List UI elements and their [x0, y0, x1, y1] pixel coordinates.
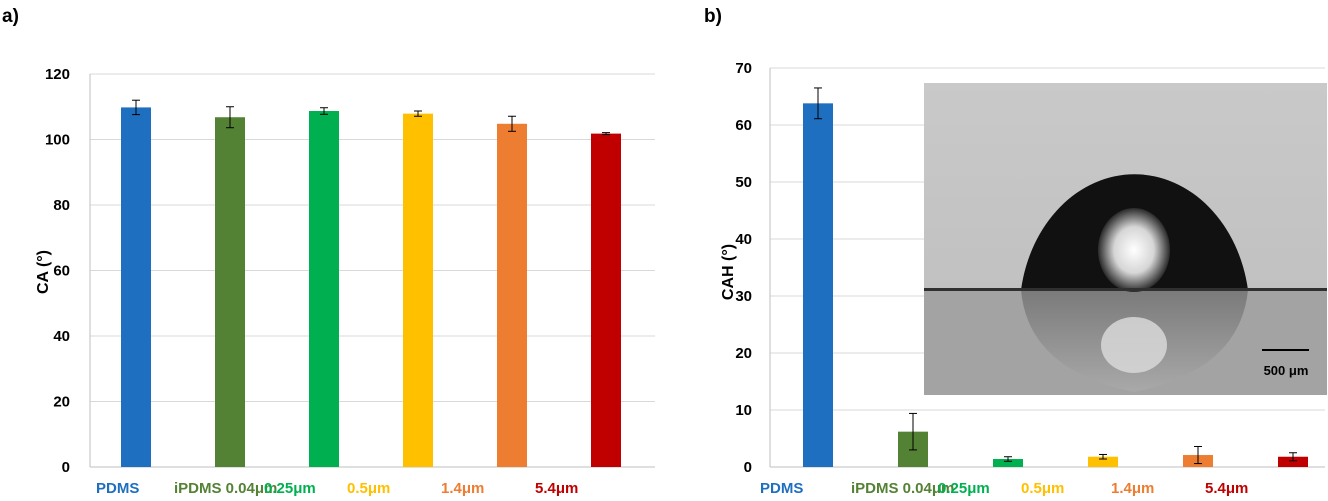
error-bar [909, 412, 917, 451]
droplet-inset-image: 500 μm [924, 83, 1327, 395]
panel-label-a: a) [2, 6, 19, 27]
category-label: 0.25μm [264, 480, 316, 497]
bar [309, 111, 339, 467]
y-tick-label: 100 [45, 132, 70, 149]
error-bar [1194, 445, 1202, 465]
y-axis-label-b: CAH (°) [720, 244, 737, 300]
category-label: iPDMS 0.04μm [851, 480, 954, 497]
category-label: iPDMS 0.04μm [174, 480, 277, 497]
y-tick-label: 120 [45, 66, 70, 83]
bar [121, 107, 151, 467]
y-tick-label: 70 [735, 60, 752, 77]
y-axis-label-a: CA (°) [35, 250, 52, 294]
bars-b [803, 87, 1308, 467]
category-label: 1.4μm [1111, 480, 1154, 497]
bar [591, 133, 621, 468]
y-tick-label: 0 [62, 459, 70, 476]
category-label: 1.4μm [441, 480, 484, 497]
y-tick-labels-b: 0 10 20 30 40 50 60 70 [735, 60, 752, 476]
y-tick-label: 60 [735, 117, 752, 134]
y-tick-label: 40 [53, 328, 70, 345]
bar [215, 117, 245, 467]
panel-label-b: b) [704, 6, 722, 27]
error-bar [1289, 452, 1297, 462]
error-bar [132, 99, 140, 116]
bar [1278, 456, 1308, 467]
error-bar [1099, 453, 1107, 460]
bar [803, 103, 833, 467]
droplet-highlight [1098, 208, 1170, 292]
y-tick-label: 20 [735, 345, 752, 362]
error-bar [226, 106, 234, 129]
bars-a [121, 99, 621, 468]
scale-bar-label: 500 μm [1264, 363, 1309, 378]
bar [1088, 456, 1118, 467]
y-tick-label: 0 [744, 459, 752, 476]
error-bar [508, 115, 516, 132]
y-tick-label: 30 [735, 288, 752, 305]
y-tick-label: 10 [735, 402, 752, 419]
category-label: PDMS [96, 480, 139, 497]
error-bar [1004, 456, 1012, 462]
reflection-highlight [1101, 317, 1167, 373]
category-label: 5.4μm [1205, 480, 1248, 497]
chart-panel-a: a) CA (°) 0 20 40 60 80 100 120 PDMS iPDMS 0.04… [2, 6, 655, 497]
category-label: 0.25μm [938, 480, 990, 497]
error-bar [320, 107, 328, 115]
chart-panel-b: b) CAH (°) 0 10 20 30 40 50 60 70 PDMS iPDMS 0.0… [704, 6, 1327, 497]
bar [497, 123, 527, 467]
y-tick-label: 60 [53, 263, 70, 280]
category-label: 5.4μm [535, 480, 578, 497]
error-bar [414, 110, 422, 117]
category-label: 0.5μm [347, 480, 390, 497]
y-tick-labels-a: 0 20 40 60 80 100 120 [45, 66, 70, 476]
category-label: PDMS [760, 480, 803, 497]
error-bar [602, 132, 610, 136]
bar [993, 459, 1023, 467]
gridlines-a [89, 73, 655, 468]
y-tick-label: 40 [735, 231, 752, 248]
substrate-line [924, 288, 1327, 291]
error-bar [814, 87, 822, 120]
y-tick-label: 20 [53, 394, 70, 411]
y-tick-label: 80 [53, 197, 70, 214]
bar [403, 113, 433, 467]
category-label: 0.5μm [1021, 480, 1064, 497]
y-tick-label: 50 [735, 174, 752, 191]
